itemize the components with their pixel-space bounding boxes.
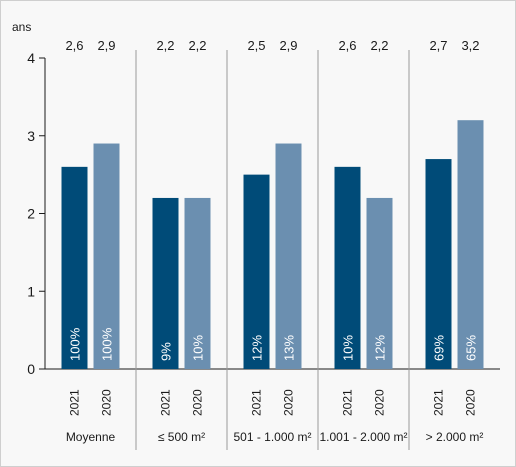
y-axis-label: ans xyxy=(12,20,31,34)
bar-2020 xyxy=(366,197,393,369)
year-label: 2021 xyxy=(68,389,82,416)
bar-2021 xyxy=(425,159,452,369)
y-tick-label: 2 xyxy=(27,206,35,222)
y-axis: 0 1 2 3 4 xyxy=(27,50,500,377)
share-label: 9% xyxy=(159,342,174,361)
value-label: 2,7 xyxy=(429,38,447,53)
year-label: 2020 xyxy=(464,389,478,416)
share-label: 69% xyxy=(432,335,447,361)
share-label: 100% xyxy=(100,327,115,361)
bar-2021 xyxy=(334,166,361,369)
share-label: 10% xyxy=(341,335,356,361)
year-label: 2021 xyxy=(432,389,446,416)
bars xyxy=(61,120,484,369)
y-tick-label: 4 xyxy=(27,50,35,66)
value-label: 2,2 xyxy=(156,38,174,53)
bar-2021 xyxy=(243,174,270,369)
category-label: > 2.000 m² xyxy=(426,430,484,444)
bar-2020 xyxy=(275,143,302,369)
value-label: 2,5 xyxy=(247,38,265,53)
category-label: ≤ 500 m² xyxy=(158,430,205,444)
year-label: 2020 xyxy=(100,389,114,416)
year-label: 2020 xyxy=(373,389,387,416)
category-label: Moyenne xyxy=(66,430,116,444)
value-label: 2,9 xyxy=(279,38,297,53)
year-label: 2021 xyxy=(341,389,355,416)
share-label: 13% xyxy=(282,335,297,361)
year-label: 2020 xyxy=(282,389,296,416)
labels: 2,6 100% 2021 2,9 100% 2020 Moyenne 2,2 9% 2021 2,… xyxy=(65,38,483,444)
category-label: 1.001 - 2.000 m² xyxy=(319,430,407,444)
year-label: 2021 xyxy=(250,389,264,416)
share-label: 100% xyxy=(68,327,83,361)
value-label: 2,2 xyxy=(370,38,388,53)
year-label: 2020 xyxy=(191,389,205,416)
year-label: 2021 xyxy=(159,389,173,416)
share-label: 12% xyxy=(373,335,388,361)
value-label: 2,6 xyxy=(65,38,83,53)
share-label: 65% xyxy=(464,335,479,361)
value-label: 2,9 xyxy=(97,38,115,53)
bar-2020 xyxy=(457,120,484,369)
y-tick-label: 1 xyxy=(27,283,35,299)
bar-2020 xyxy=(93,143,120,369)
value-label: 3,2 xyxy=(461,38,479,53)
bar-2021 xyxy=(61,166,88,369)
bar-2020 xyxy=(184,197,211,369)
y-tick-label: 0 xyxy=(27,361,35,377)
value-label: 2,2 xyxy=(188,38,206,53)
share-label: 10% xyxy=(191,335,206,361)
bar-2021 xyxy=(152,197,179,369)
group-separators xyxy=(135,50,410,450)
value-label: 2,6 xyxy=(338,38,356,53)
y-tick-label: 3 xyxy=(27,128,35,144)
category-label: 501 - 1.000 m² xyxy=(233,430,311,444)
share-label: 12% xyxy=(250,335,265,361)
